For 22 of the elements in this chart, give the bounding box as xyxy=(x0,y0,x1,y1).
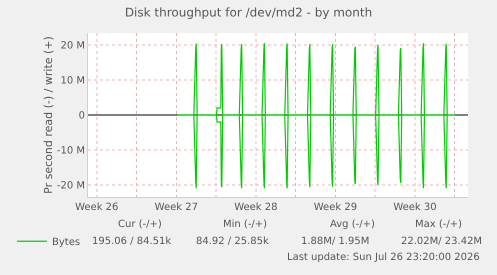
text: Last update: Sun Jul 26 23:20:00 2026 xyxy=(287,252,480,263)
legend-label: Bytes xyxy=(52,237,80,248)
text: 195.06 / 84.51k xyxy=(92,236,172,247)
text: 84.92 / 25.85k xyxy=(196,236,269,247)
x-tick-label: Week 27 xyxy=(154,202,198,213)
y-tick-label: 0 xyxy=(78,110,85,122)
chart-title: Disk throughput for /dev/md2 - by month xyxy=(124,6,372,20)
y-tick-label: 20 M xyxy=(60,40,85,52)
x-tick-label: Week 30 xyxy=(393,202,437,213)
text: 1.88M/ 1.95M xyxy=(301,236,370,247)
text: 22.02M/ 23.42M xyxy=(401,236,482,247)
x-tick-label: Week 26 xyxy=(75,202,118,213)
text: Max (-/+) xyxy=(415,219,462,230)
text: Avg (-/+) xyxy=(330,219,375,230)
text: Cur (-/+) xyxy=(118,219,162,230)
y-tick-label: -10 M xyxy=(56,145,85,156)
x-tick-label: Week 28 xyxy=(234,202,278,213)
x-tick-label: Week 29 xyxy=(314,202,358,213)
text: Min (-/+) xyxy=(223,219,268,230)
y-tick-label: 10 M xyxy=(60,76,85,87)
y-tick-label: -20 M xyxy=(56,180,85,192)
y-axis-title: Pr second read (-) / write (+) xyxy=(42,36,55,194)
